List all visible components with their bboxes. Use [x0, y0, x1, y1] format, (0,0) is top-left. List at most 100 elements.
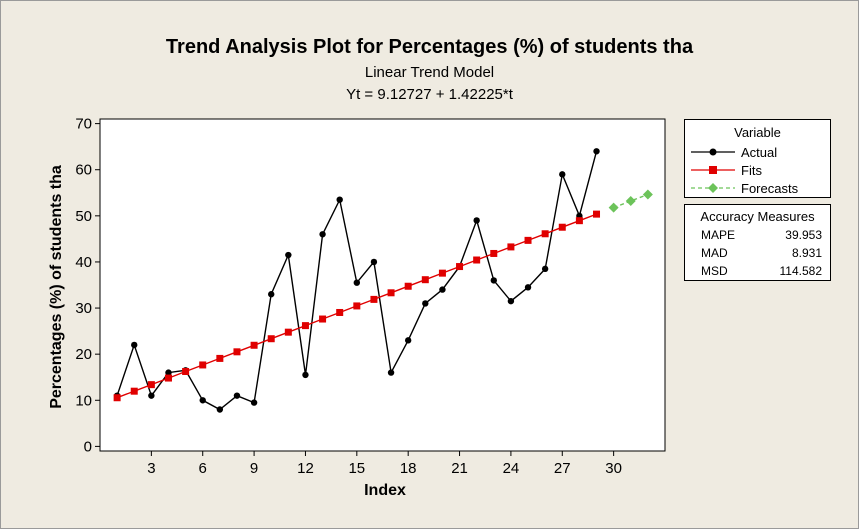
accuracy-name-msd: MSD	[701, 264, 728, 278]
legend-swatches	[691, 148, 735, 193]
data-point-fits	[507, 243, 515, 251]
data-point-actual	[507, 297, 515, 305]
data-point-fits	[558, 223, 566, 231]
legend-swatch-actual	[691, 148, 735, 156]
legend-swatch-fits	[691, 166, 735, 174]
data-point-fits	[404, 282, 412, 290]
data-point-fits	[438, 269, 446, 277]
x-tick-label: 24	[503, 460, 520, 477]
data-point-actual	[439, 286, 446, 293]
data-point-actual	[216, 406, 224, 413]
data-point-actual	[268, 291, 275, 298]
accuracy-name-mape: MAPE	[701, 228, 736, 242]
legend-title: Variable	[734, 125, 781, 140]
data-point-actual	[541, 265, 549, 273]
x-tick-label: 21	[451, 460, 468, 477]
accuracy-value-mape: 39.953	[785, 228, 822, 242]
data-point-actual	[524, 284, 532, 291]
x-tick-label: 3	[147, 460, 155, 477]
data-point-forecasts	[625, 195, 636, 206]
data-point-fits	[370, 295, 378, 303]
data-point-actual	[593, 148, 600, 155]
x-tick-label: 27	[554, 460, 571, 477]
data-point-actual	[404, 337, 412, 344]
data-point-actual	[353, 279, 361, 286]
y-tick-label: 0	[84, 438, 92, 455]
axes-layer: 3 6 9 12 15 18 21 24 27 30 0 10 20 30 40 50 60 70	[75, 116, 622, 477]
y-tick-label: 70	[75, 116, 92, 133]
x-axis-title: Index	[364, 482, 406, 499]
data-point-fits	[336, 308, 344, 316]
data-point-fits	[147, 381, 155, 389]
data-point-actual	[285, 251, 292, 259]
y-tick-label: 20	[75, 346, 92, 363]
data-point-actual	[148, 392, 155, 399]
data-point-fits	[541, 230, 549, 238]
data-point-actual	[336, 196, 343, 203]
accuracy-name-mad: MAD	[701, 246, 728, 260]
data-point-fits	[456, 263, 464, 271]
chart-subtitle: Linear Trend Model	[364, 64, 495, 81]
accuracy-value-msd: 114.582	[779, 264, 823, 278]
y-tick-label: 10	[75, 392, 92, 409]
data-point-actual	[559, 171, 566, 178]
data-point-fits	[353, 302, 361, 310]
legend-label-actual: Actual	[741, 145, 778, 160]
chart-title: Trend Analysis Plot for Percentages (%) …	[165, 36, 694, 58]
data-point-actual	[233, 392, 241, 399]
legend-label-fits: Fits	[741, 163, 762, 178]
x-tick-label: 15	[348, 460, 365, 477]
data-point-forecasts	[642, 189, 653, 200]
data-point-fits	[387, 289, 395, 297]
data-point-fits	[490, 249, 498, 257]
data-point-fits	[593, 210, 601, 218]
legend: Variable Actual Fits Forecasts	[684, 119, 831, 198]
data-point-forecasts	[608, 202, 619, 213]
data-point-fits	[575, 217, 583, 225]
data-point-actual	[131, 341, 138, 349]
data-point-fits	[301, 322, 309, 330]
y-tick-label: 30	[75, 300, 92, 317]
data-point-fits	[233, 348, 241, 356]
x-tick-label: 12	[297, 460, 314, 477]
data-point-actual	[165, 369, 172, 376]
data-point-actual	[490, 277, 497, 284]
data-point-actual	[302, 371, 309, 379]
data-point-fits	[421, 276, 429, 284]
data-point-actual	[473, 217, 480, 224]
plot-area	[99, 118, 666, 452]
x-tick-label: 9	[250, 460, 258, 477]
accuracy-value-mad: 8.931	[791, 246, 822, 260]
data-point-actual	[319, 231, 326, 238]
series-line-forecasts	[613, 193, 649, 209]
data-point-fits	[182, 368, 190, 376]
accuracy-measures-box: Accuracy Measures MAPE 39.953 MAD 8.931 …	[684, 204, 831, 281]
data-point-actual	[370, 258, 378, 266]
y-tick-label: 50	[75, 208, 92, 225]
trend-equation: Yt = 9.12727 + 1.42225*t	[346, 86, 513, 103]
x-tick-label: 30	[605, 460, 622, 477]
legend-label-forecasts: Forecasts	[741, 181, 799, 196]
data-point-actual	[250, 399, 258, 406]
x-tick-label: 18	[400, 460, 417, 477]
x-tick-label: 6	[199, 460, 207, 477]
y-axis-title: Percentages (%) of students tha	[48, 165, 65, 409]
data-point-actual	[199, 397, 206, 404]
data-point-fits	[284, 328, 292, 336]
data-point-actual	[387, 369, 395, 376]
data-point-fits	[113, 394, 121, 402]
data-point-fits	[524, 236, 532, 244]
y-tick-label: 60	[75, 162, 92, 179]
data-point-fits	[216, 354, 224, 362]
series-layer	[113, 148, 653, 413]
data-point-fits	[267, 335, 275, 343]
data-point-fits	[130, 387, 138, 395]
data-point-fits	[473, 256, 481, 264]
data-point-fits	[199, 361, 207, 369]
y-tick-label: 40	[75, 254, 92, 271]
data-point-actual	[422, 300, 429, 307]
data-point-fits	[164, 374, 172, 382]
accuracy-measures-title: Accuracy Measures	[700, 209, 815, 224]
data-point-fits	[319, 315, 327, 323]
legend-swatch-forecasts	[691, 183, 735, 193]
